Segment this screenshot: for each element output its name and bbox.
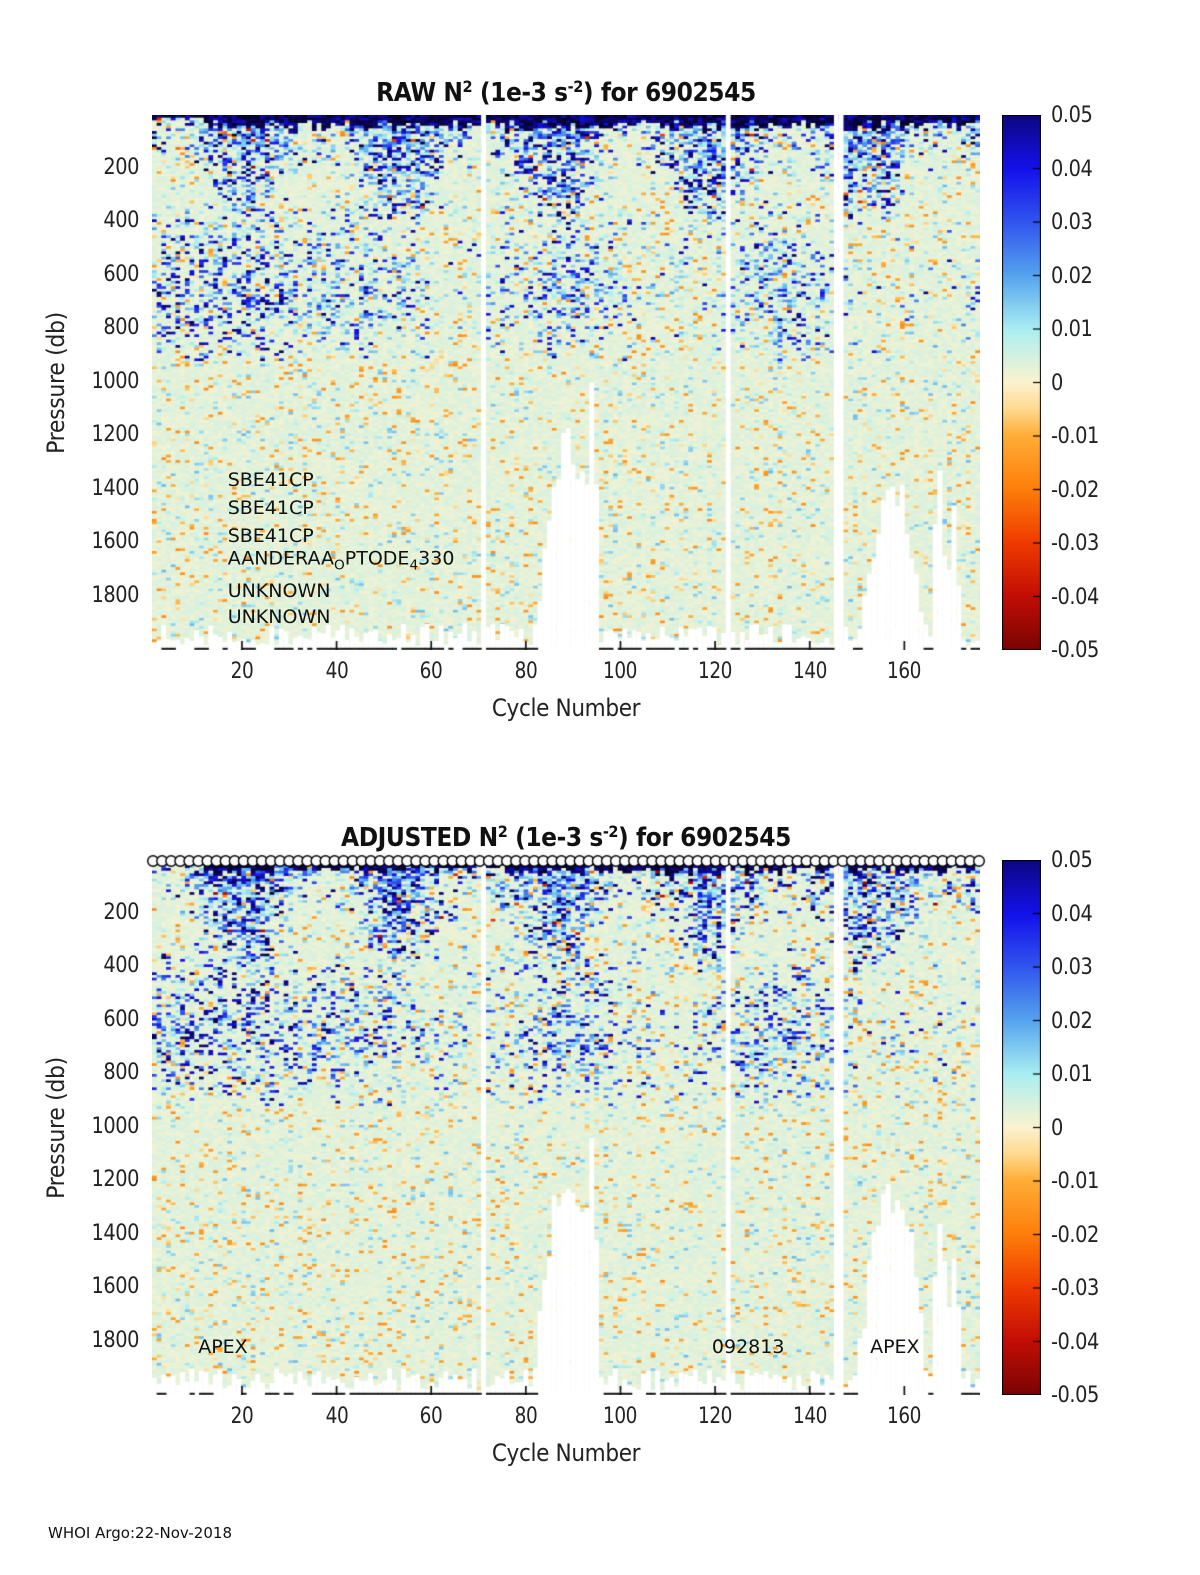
title-text: ) for 6902545 — [618, 822, 791, 853]
y-tick-label: 200 — [103, 154, 139, 180]
annotation-part: UNKNOWN — [227, 605, 331, 628]
colorbar-tick-label: 0.05 — [1051, 103, 1093, 128]
x-tick-label: 140 — [792, 1404, 827, 1429]
title-superscript: -2 — [567, 77, 584, 96]
colorbar-tick-label: 0 — [1051, 370, 1063, 396]
cycle-marker-circles — [146, 852, 986, 870]
annotation-part: SBE41CP — [227, 525, 314, 548]
title-text: (1e-3 s — [507, 822, 603, 853]
adjusted-panel-title: ADJUSTED N2 (1e-3 s-2) for 6902545 — [193, 815, 938, 855]
title-text: RAW N — [376, 77, 463, 108]
annotation-text: 092813 — [712, 1336, 785, 1358]
annotation-subscript: O — [334, 557, 345, 574]
y-tick-label: 400 — [103, 953, 139, 979]
raw-panel-title: RAW N2 (1e-3 s-2) for 6902545 — [193, 70, 938, 110]
raw-colorbar — [1002, 115, 1041, 650]
adjusted-heatmap-canvas — [152, 860, 980, 1395]
x-tick-label: 80 — [514, 659, 538, 684]
x-tick-label: 160 — [887, 1404, 922, 1429]
annotation-text: APEX — [198, 1336, 247, 1358]
footer-credit: WHOI Argo:22-Nov-2018 — [48, 1524, 232, 1542]
y-tick-label: 1200 — [91, 1167, 139, 1193]
annotation-text: UNKNOWN — [228, 580, 331, 602]
y-tick-label: 200 — [103, 899, 139, 925]
colorbar-tick-label: -0.05 — [1051, 638, 1099, 663]
colorbar-tick-label: 0.03 — [1051, 210, 1093, 235]
title-superscript: -2 — [602, 822, 619, 841]
x-tick-label: 100 — [603, 1404, 638, 1429]
x-tick-label: 160 — [887, 659, 922, 684]
y-tick-label: 600 — [103, 261, 139, 287]
y-tick-label: 1800 — [91, 1327, 139, 1353]
y-tick-label: 1200 — [91, 422, 139, 448]
annotation-part: SBE41CP — [227, 469, 314, 492]
y-tick-label: 800 — [103, 1060, 139, 1086]
annotation-part: SBE41CP — [227, 497, 314, 520]
colorbar-tick-label: -0.01 — [1051, 424, 1099, 449]
title-superscript: 2 — [462, 77, 473, 96]
y-tick-label: 1600 — [91, 1274, 139, 1300]
y-tick-label: 600 — [103, 1006, 139, 1032]
y-tick-label: 1400 — [91, 1220, 139, 1246]
annotation-part: UNKNOWN — [227, 579, 331, 602]
colorbar-tick-label: 0 — [1051, 1115, 1063, 1141]
y-tick-label: 800 — [103, 315, 139, 341]
y-tick-label: 1000 — [91, 1113, 139, 1139]
colorbar-tick-label: 0.04 — [1051, 901, 1093, 927]
x-tick-label: 140 — [792, 659, 827, 684]
title-text: (1e-3 s — [472, 77, 568, 108]
colorbar-tick-label: 0.02 — [1051, 263, 1093, 289]
adjusted-colorbar — [1002, 860, 1041, 1395]
y-tick-label: 1400 — [91, 475, 139, 501]
title-superscript: 2 — [497, 822, 508, 841]
annotation-text: APEX — [870, 1336, 919, 1358]
colorbar-tick-label: -0.03 — [1051, 1276, 1099, 1301]
colorbar-tick-label: 0.05 — [1051, 848, 1093, 873]
annotation-text: UNKNOWN — [228, 606, 331, 628]
x-tick-label: 100 — [603, 659, 638, 684]
adjusted-x-axis-label: Cycle Number — [491, 1439, 641, 1467]
colorbar-tick-label: -0.02 — [1051, 477, 1099, 503]
annotation-text: SBE41CP — [228, 497, 314, 519]
colorbar-tick-label: 0.02 — [1051, 1008, 1093, 1034]
x-tick-label: 120 — [698, 1404, 733, 1429]
annotation-text: SBE41CP — [228, 469, 314, 491]
annotation-part: 330 — [418, 547, 455, 570]
colorbar-tick-label: 0.03 — [1051, 955, 1093, 980]
colorbar-tick-label: -0.04 — [1051, 1329, 1099, 1355]
x-tick-label: 20 — [230, 1404, 254, 1429]
annotation-part: PTODE — [344, 547, 410, 570]
x-tick-label: 20 — [230, 659, 254, 684]
annotation-part: 092813 — [711, 1335, 785, 1358]
x-tick-label: 60 — [419, 659, 443, 684]
raw-x-axis-label: Cycle Number — [491, 694, 641, 722]
annotation-text: SBE41CP — [228, 525, 314, 547]
y-tick-label: 1600 — [91, 529, 139, 555]
y-tick-label: 1000 — [91, 368, 139, 394]
colorbar-tick-label: -0.03 — [1051, 531, 1099, 556]
x-tick-label: 60 — [419, 1404, 443, 1429]
title-text: ADJUSTED N — [341, 822, 498, 853]
colorbar-tick-label: 0.01 — [1051, 317, 1093, 342]
x-tick-label: 80 — [514, 1404, 538, 1429]
title-text: ) for 6902545 — [582, 77, 756, 108]
annotation-part: AANDERAA — [227, 547, 335, 570]
colorbar-tick-label: -0.04 — [1051, 584, 1099, 610]
colorbar-tick-label: -0.02 — [1051, 1222, 1099, 1248]
annotation-part: APEX — [870, 1335, 920, 1358]
colorbar-tick-label: 0.01 — [1051, 1062, 1093, 1087]
raw-heatmap-canvas — [152, 115, 980, 650]
annotation-text: AANDERAAOPTODE4330 — [228, 548, 455, 577]
annotation-subscript: 4 — [409, 557, 419, 574]
x-tick-label: 40 — [325, 1404, 348, 1429]
y-tick-label: 1800 — [91, 582, 139, 608]
colorbar-tick-label: -0.05 — [1051, 1383, 1099, 1408]
y-tick-label: 400 — [103, 208, 139, 234]
colorbar-tick-label: 0.04 — [1051, 156, 1093, 182]
annotation-part: APEX — [198, 1335, 248, 1358]
x-tick-label: 40 — [325, 659, 348, 684]
colorbar-tick-label: -0.01 — [1051, 1169, 1099, 1194]
x-tick-label: 120 — [698, 659, 733, 684]
